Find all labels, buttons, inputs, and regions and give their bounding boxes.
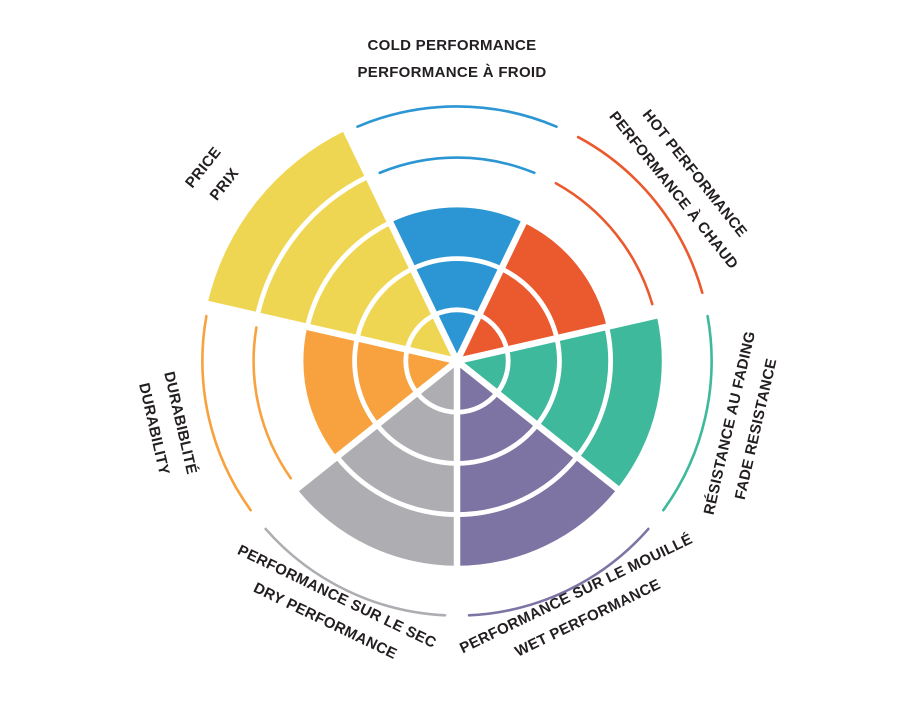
- label-line-en: COLD PERFORMANCE: [367, 37, 537, 54]
- label-cold-performance: COLD PERFORMANCE PERFORMANCE À FROID: [357, 32, 546, 86]
- label-line-fr: PERFORMANCE À FROID: [357, 64, 547, 81]
